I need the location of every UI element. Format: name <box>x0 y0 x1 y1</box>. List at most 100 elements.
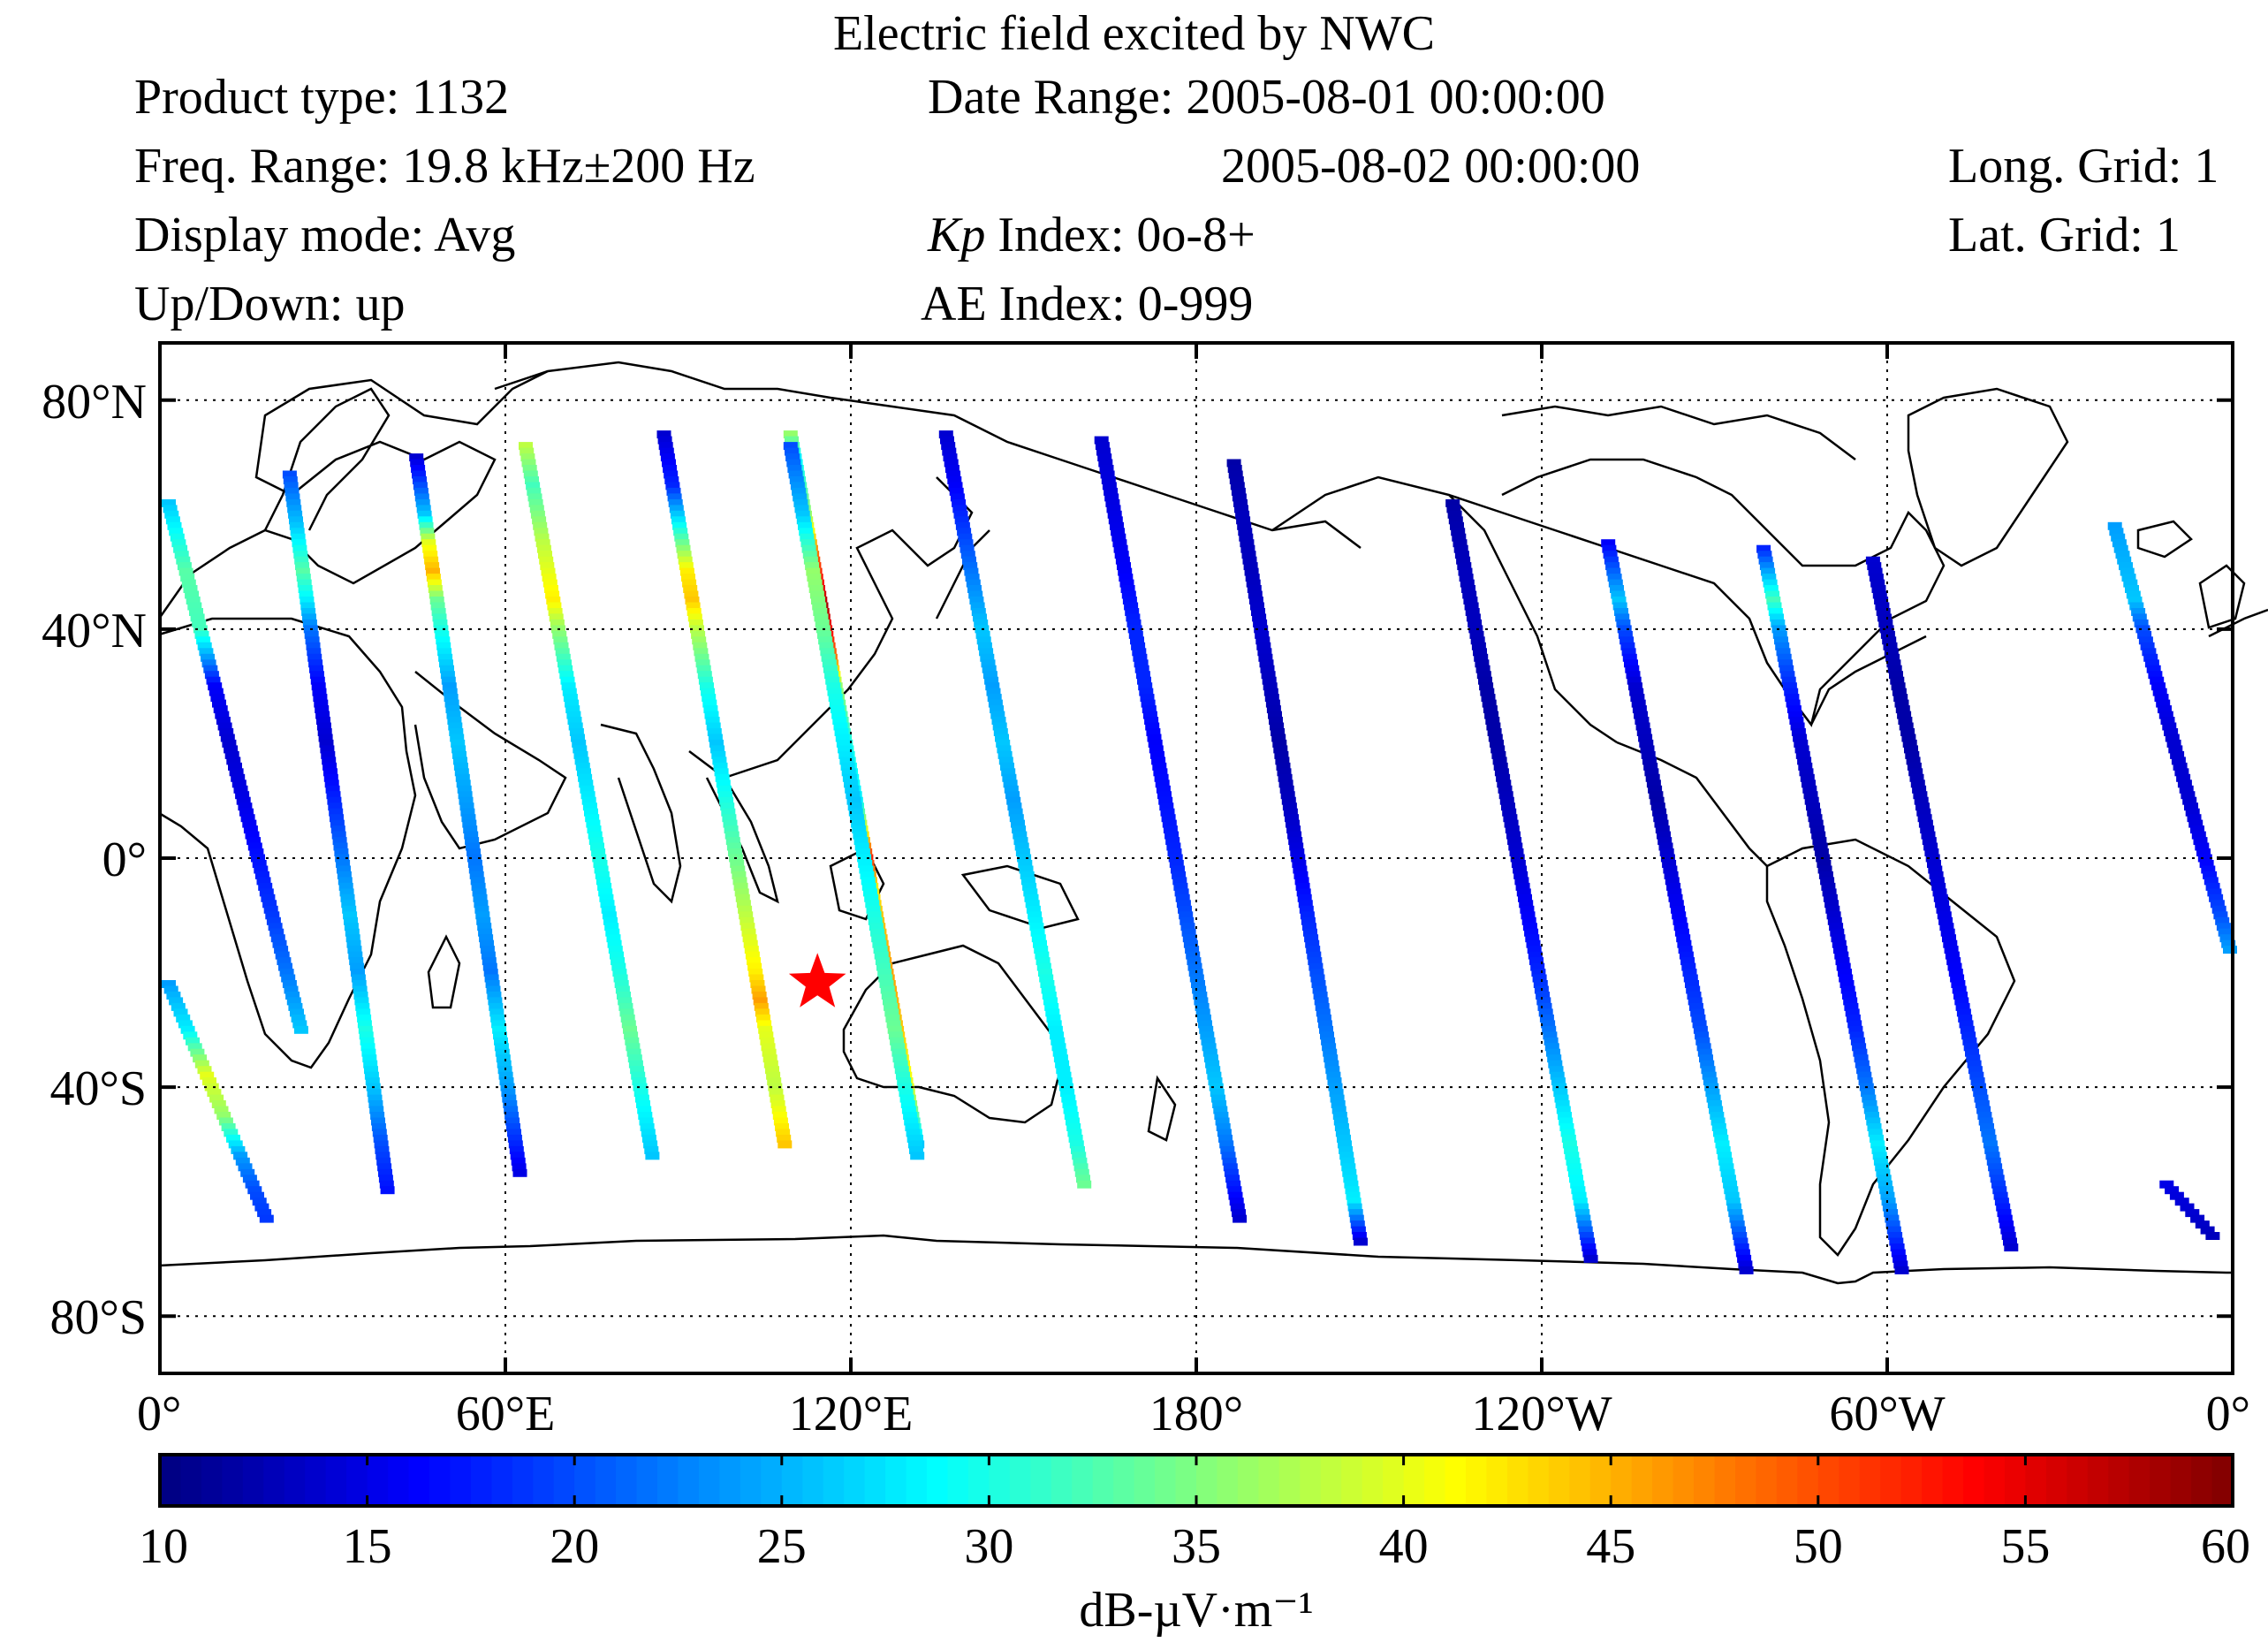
orbit-cell <box>1673 916 1688 925</box>
orbit-cell <box>1212 1100 1227 1108</box>
orbit-cell <box>413 487 429 496</box>
orbit-cell <box>472 888 487 897</box>
orbit-cell <box>535 539 550 548</box>
orbit-cell <box>952 505 967 513</box>
orbit-cell <box>492 1025 507 1034</box>
colorbar-segment <box>1258 1455 1280 1506</box>
orbit-cell <box>871 934 886 943</box>
orbit-cell <box>2142 648 2157 657</box>
orbit-cell <box>1978 1117 1993 1126</box>
orbit-cell <box>411 465 426 473</box>
orbit-cell <box>820 648 835 657</box>
orbit-cell <box>836 739 851 748</box>
orbit-cell <box>1946 957 1961 966</box>
orbit-cell <box>1906 757 1921 765</box>
orbit-cell <box>1939 923 1954 931</box>
orbit-cell <box>1876 1168 1891 1177</box>
orbit-cell <box>1817 860 1832 868</box>
orbit-cell <box>1715 1140 1730 1149</box>
orbit-cell <box>1140 694 1155 703</box>
colorbar-segment <box>1092 1455 1115 1506</box>
orbit-cell <box>838 750 853 759</box>
orbit-cell <box>215 711 230 719</box>
orbit-cell <box>988 699 1003 708</box>
orbit-cell <box>1139 688 1154 696</box>
orbit-cell <box>1314 997 1329 1006</box>
orbit-cell <box>475 911 490 920</box>
orbit-cell <box>1536 992 1551 1000</box>
x-tick-label: 180° <box>1149 1387 1243 1441</box>
orbit-cell <box>337 871 352 879</box>
orbit-cell <box>1553 1089 1568 1098</box>
orbit-cell <box>330 825 345 834</box>
orbit-cell <box>1110 521 1124 530</box>
orbit-cell <box>1111 533 1126 542</box>
orbit-cell <box>1119 579 1134 588</box>
orbit-cell <box>1932 888 1947 897</box>
orbit-cell <box>671 516 686 525</box>
orbit-cell <box>302 613 316 622</box>
orbit-cell <box>291 533 306 542</box>
orbit-cell <box>1886 1226 1901 1235</box>
orbit-cell <box>558 665 573 673</box>
orbit-cell <box>181 579 196 588</box>
orbit-cell <box>1335 1129 1350 1137</box>
orbit-cell <box>1900 728 1915 736</box>
orbit-cell <box>444 694 459 703</box>
orbit-cell <box>2211 905 2226 914</box>
orbit-cell <box>960 551 975 559</box>
display-mode: Display mode: Avg <box>134 208 516 262</box>
orbit-cell <box>1162 819 1177 828</box>
orbit-cell <box>2154 694 2169 703</box>
orbit-cell <box>1861 1089 1876 1098</box>
orbit-cell <box>808 579 823 588</box>
orbit-cell <box>440 665 454 673</box>
orbit-cell <box>1652 808 1667 817</box>
orbit-cell <box>1806 802 1820 811</box>
orbit-cell <box>1544 1037 1559 1046</box>
colorbar-segment <box>180 1455 202 1506</box>
orbit-cell <box>2146 665 2161 673</box>
orbit-cell <box>162 980 176 988</box>
orbit-cell <box>497 1060 512 1068</box>
orbit-cell <box>1518 893 1532 902</box>
orbit-cell <box>846 796 861 805</box>
colorbar-segment <box>388 1455 410 1506</box>
orbit-cell <box>853 837 869 846</box>
orbit-cell <box>1303 928 1317 937</box>
orbit-cell <box>471 882 486 891</box>
orbit-cell <box>1063 1106 1078 1114</box>
colorbar-segment <box>1548 1455 1571 1506</box>
orbit-cell <box>710 745 725 754</box>
orbit-cell <box>2165 1186 2180 1195</box>
orbit-cell <box>1891 1249 1906 1258</box>
orbit-cell <box>1944 946 1959 954</box>
orbit-cell <box>1259 659 1274 668</box>
colorbar-segment <box>470 1455 493 1506</box>
orbit-cell <box>1029 923 1044 931</box>
orbit-cell <box>249 848 264 856</box>
orbit-cell <box>519 442 533 451</box>
orbit-cell <box>1323 1048 1338 1057</box>
orbit-cell <box>627 1054 642 1063</box>
orbit-cell <box>985 682 1000 691</box>
orbit-cell <box>2176 773 2191 782</box>
orbit-cell <box>218 1117 233 1126</box>
orbit-cell <box>1840 985 1855 994</box>
orbit-cell <box>867 911 882 920</box>
orbit-cell <box>801 544 816 553</box>
orbit-cell <box>247 1186 262 1195</box>
orbit-cell <box>2171 757 2186 765</box>
orbit-cell <box>169 997 184 1006</box>
orbit-cell <box>238 802 253 811</box>
orbit-cell <box>1196 1014 1211 1023</box>
orbit-cell <box>1100 470 1115 479</box>
orbit-cell <box>1230 482 1245 490</box>
orbit-cell <box>1899 722 1914 731</box>
orbit-cell <box>2112 539 2127 548</box>
orbit-cell <box>992 722 1007 731</box>
orbit-cell <box>707 728 722 736</box>
orbit-cell <box>574 757 589 765</box>
orbit-cell <box>1009 814 1024 823</box>
orbit-cell <box>242 1175 257 1183</box>
